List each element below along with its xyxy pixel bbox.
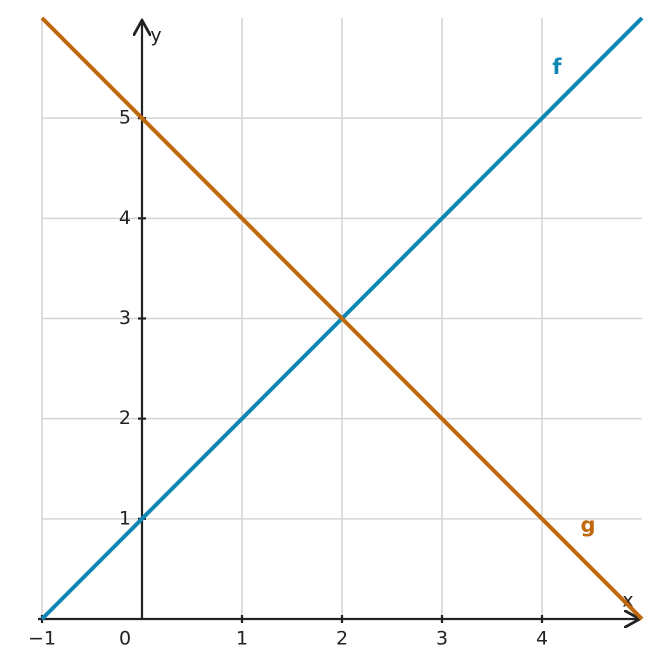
line-g bbox=[40, 16, 644, 621]
y-tick-label: 5 bbox=[119, 107, 131, 129]
x-tick-label: 1 bbox=[236, 628, 248, 650]
y-tick-label: 1 bbox=[119, 507, 131, 529]
y-tick-label: 4 bbox=[119, 207, 131, 229]
x-tick-label: 4 bbox=[536, 628, 548, 650]
y-axis-label: y bbox=[150, 25, 161, 47]
x-axis-label: x bbox=[622, 590, 633, 612]
x-tick-label: 2 bbox=[336, 628, 348, 650]
x-tick-label: 0 bbox=[119, 628, 131, 650]
y-tick-label: 2 bbox=[119, 407, 131, 429]
x-tick-label: −1 bbox=[28, 628, 56, 650]
line-label: g bbox=[580, 513, 595, 537]
line-label: f bbox=[552, 55, 562, 79]
y-tick-label: 3 bbox=[119, 307, 131, 329]
x-tick-label: 3 bbox=[436, 628, 448, 650]
